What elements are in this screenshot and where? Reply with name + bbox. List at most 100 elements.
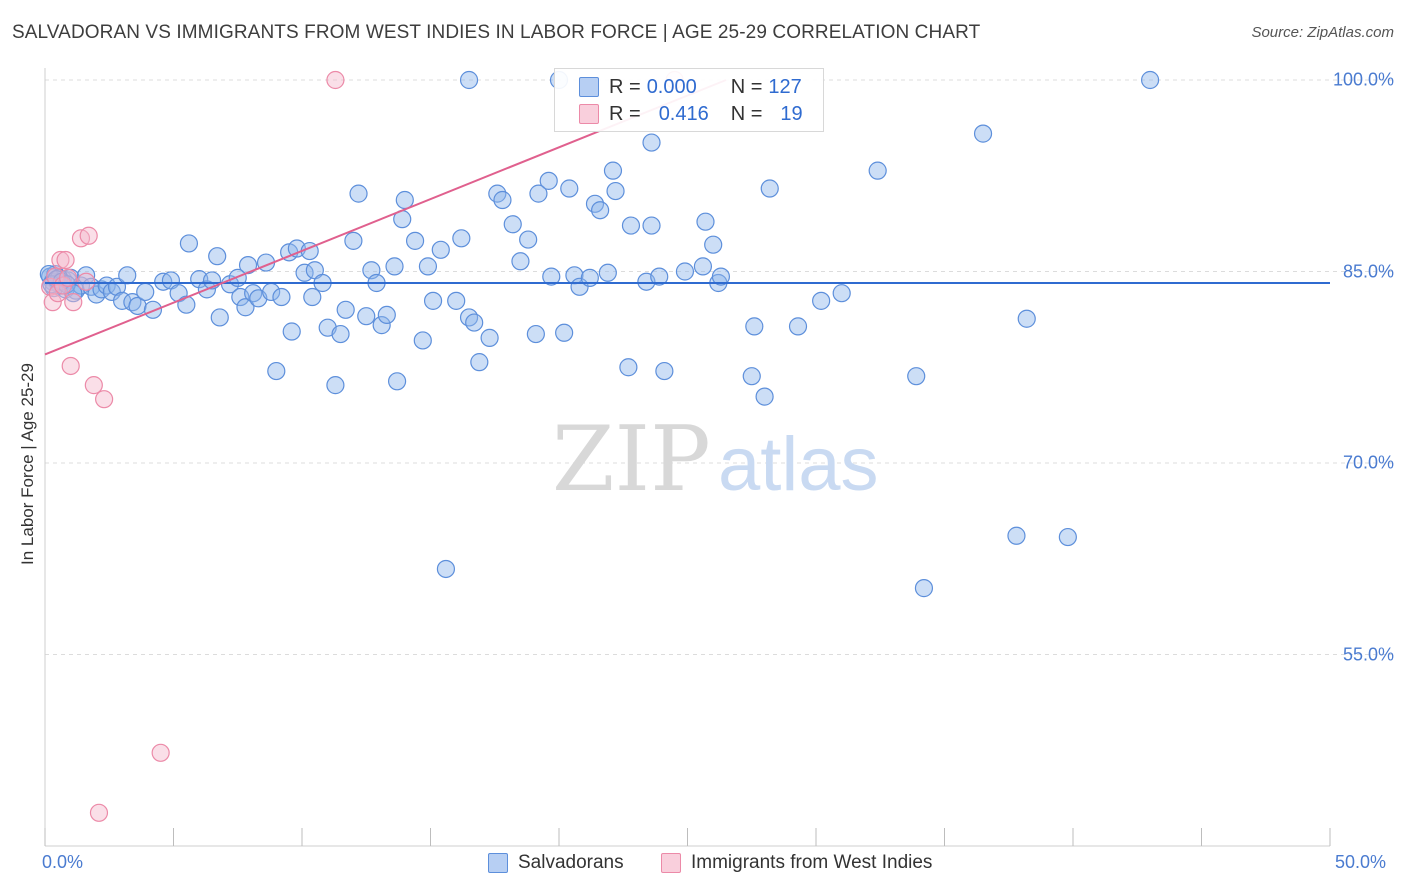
- point-salvadoran: [143, 300, 163, 319]
- point-salvadoran: [606, 181, 625, 201]
- point-salvadoran: [868, 161, 887, 180]
- point-salvadoran: [331, 324, 350, 344]
- legend-swatch-salvadorans: [488, 853, 508, 873]
- legend-n-value: 127: [768, 75, 802, 98]
- point-salvadoran: [136, 282, 155, 302]
- legend-swatch-west-indies: [661, 853, 681, 873]
- point-salvadoran: [272, 287, 291, 307]
- point-salvadoran: [696, 212, 715, 231]
- point-salvadoran: [413, 331, 432, 350]
- point-salvadoran: [642, 133, 661, 152]
- point-salvadoran: [210, 308, 229, 327]
- point-salvadoran: [480, 328, 499, 347]
- legend-swatch-pink: [579, 104, 599, 124]
- point-salvadoran: [1140, 70, 1160, 90]
- point-salvadoran: [423, 291, 443, 310]
- point-salvadoran: [539, 171, 558, 190]
- point-salvadoran: [395, 190, 414, 210]
- point-salvadoran: [711, 267, 731, 286]
- point-salvadoran: [1007, 526, 1026, 545]
- legend-r-value: 0.000: [646, 75, 697, 98]
- stats-legend: R = 0.000 N = 127 R = 0.416 N = 19: [554, 68, 824, 132]
- point-salvadoran: [357, 307, 376, 326]
- point-west-indies: [89, 803, 109, 822]
- point-salvadoran: [236, 298, 255, 317]
- chart-source: Source: ZipAtlas.com: [1251, 24, 1394, 41]
- point-salvadoran: [387, 372, 407, 391]
- point-salvadoran: [542, 267, 561, 286]
- legend-r-label: R =: [609, 75, 641, 98]
- point-salvadoran: [745, 317, 764, 336]
- x-axis: [44, 68, 1331, 847]
- y-tick-label: 70.0%: [1342, 452, 1394, 473]
- point-west-indies: [51, 250, 70, 270]
- y-tick-label: 55.0%: [1342, 644, 1394, 664]
- point-west-indies: [61, 356, 80, 376]
- legend-label-salvadorans: Salvadorans: [518, 852, 624, 873]
- point-salvadoran: [493, 190, 512, 210]
- point-salvadoran: [267, 361, 286, 381]
- point-salvadoran: [208, 247, 227, 266]
- point-salvadoran: [336, 300, 355, 319]
- y-tick-label: 100.0%: [1332, 69, 1394, 90]
- point-salvadoran: [372, 316, 391, 335]
- point-salvadoran: [447, 291, 466, 310]
- point-salvadoran: [282, 322, 301, 341]
- point-salvadoran: [914, 579, 934, 598]
- point-salvadoran: [675, 262, 695, 281]
- point-salvadoran: [326, 376, 345, 395]
- x-tick-max: 50.0%: [1335, 852, 1387, 872]
- point-salvadoran: [465, 313, 484, 332]
- point-west-indies: [56, 250, 75, 270]
- legend-item-salvadorans: Salvadorans: [488, 852, 624, 874]
- y-tick-label: 85.0%: [1342, 261, 1394, 281]
- legend-n-label: N =: [730, 75, 763, 98]
- legend-row-salvadorans: R = 0.000 N = 127: [579, 75, 802, 99]
- point-salvadoran: [619, 358, 638, 377]
- point-salvadoran: [760, 179, 779, 198]
- point-west-indies: [43, 293, 62, 312]
- point-west-indies: [79, 226, 98, 245]
- point-salvadoran: [128, 296, 147, 316]
- point-salvadoran: [1058, 527, 1077, 547]
- point-west-indies: [95, 390, 114, 409]
- point-salvadoran: [812, 291, 831, 310]
- point-salvadoran: [832, 284, 851, 303]
- point-salvadoran: [591, 201, 610, 220]
- point-salvadoran: [603, 161, 623, 180]
- point-salvadoran: [650, 267, 669, 286]
- point-salvadoran: [621, 216, 641, 235]
- point-west-indies: [64, 293, 83, 312]
- point-west-indies: [77, 272, 96, 291]
- legend-r-label: R =: [609, 102, 641, 125]
- legend-n-value: 19: [780, 102, 803, 125]
- point-salvadoran: [459, 308, 479, 327]
- point-salvadoran: [529, 184, 548, 203]
- point-salvadoran: [87, 285, 106, 304]
- point-west-indies: [151, 743, 170, 762]
- point-salvadoran: [385, 257, 404, 276]
- point-salvadoran: [788, 317, 808, 336]
- legend-item-west-indies: Immigrants from West Indies: [661, 852, 932, 874]
- point-salvadoran: [452, 229, 471, 248]
- watermark-atlas: atlas: [718, 422, 879, 507]
- legend-n-label: N =: [730, 102, 763, 125]
- point-salvadoran: [244, 284, 263, 303]
- point-salvadoran: [303, 287, 322, 307]
- point-salvadoran: [973, 124, 993, 143]
- point-salvadoran: [519, 230, 538, 249]
- point-salvadoran: [742, 367, 761, 386]
- point-salvadoran: [377, 305, 396, 325]
- point-salvadoran: [655, 361, 674, 381]
- point-salvadoran: [179, 234, 199, 253]
- legend-row-west-indies: R = 0.416 N = 19: [579, 102, 803, 126]
- point-salvadoran: [459, 70, 479, 90]
- point-salvadoran: [405, 231, 425, 250]
- legend-label-west-indies: Immigrants from West Indies: [691, 852, 933, 873]
- point-salvadoran: [642, 216, 661, 235]
- point-salvadoran: [118, 266, 137, 285]
- point-salvadoran: [470, 353, 489, 372]
- point-salvadoran: [436, 559, 456, 579]
- point-salvadoran: [177, 295, 196, 314]
- series-salvadorans: [39, 70, 1160, 598]
